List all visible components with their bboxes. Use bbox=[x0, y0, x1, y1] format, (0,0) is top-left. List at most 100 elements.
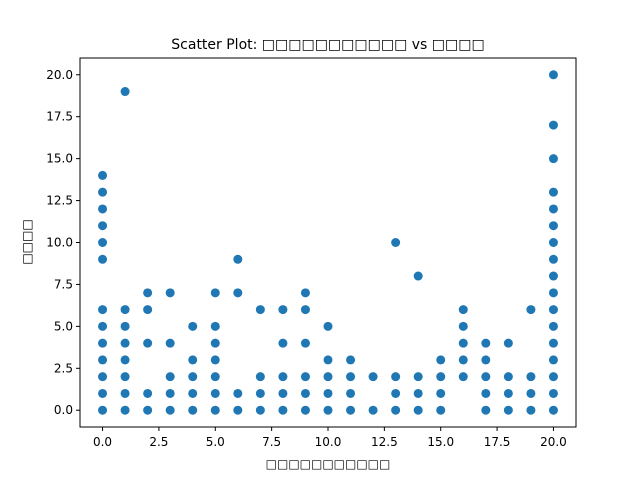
scatter-point bbox=[548, 355, 558, 365]
scatter-point bbox=[233, 388, 243, 398]
scatter-point bbox=[458, 305, 468, 315]
scatter-point bbox=[278, 372, 288, 382]
scatter-point bbox=[98, 204, 108, 214]
x-tick-label: 7.5 bbox=[262, 435, 281, 449]
scatter-point bbox=[458, 355, 468, 365]
scatter-point bbox=[120, 338, 130, 348]
scatter-point bbox=[165, 405, 175, 415]
x-tick-label: 10.0 bbox=[315, 435, 342, 449]
scatter-point bbox=[503, 338, 513, 348]
scatter-point bbox=[391, 372, 401, 382]
y-tick-label: 2.5 bbox=[54, 361, 73, 375]
scatter-point bbox=[503, 405, 513, 415]
scatter-point bbox=[120, 87, 130, 97]
scatter-point bbox=[548, 154, 558, 164]
scatter-point bbox=[188, 372, 198, 382]
scatter-point bbox=[98, 405, 108, 415]
scatter-point bbox=[526, 405, 536, 415]
scatter-point bbox=[98, 187, 108, 197]
scatter-point bbox=[165, 372, 175, 382]
scatter-point bbox=[300, 405, 310, 415]
scatter-point bbox=[526, 305, 536, 315]
x-axis: 0.0 2.5 5.0 7.5 10.0 12.5 15.0 17.5 20.0 bbox=[93, 427, 567, 449]
scatter-point bbox=[210, 321, 220, 331]
scatter-point bbox=[300, 388, 310, 398]
scatter-point bbox=[413, 405, 423, 415]
scatter-point bbox=[323, 321, 333, 331]
scatter-point bbox=[255, 388, 265, 398]
y-tick-label: 7.5 bbox=[54, 277, 73, 291]
scatter-point bbox=[548, 405, 558, 415]
scatter-point bbox=[391, 238, 401, 247]
scatter-point bbox=[98, 170, 108, 180]
scatter-point bbox=[120, 372, 130, 382]
scatter-point bbox=[120, 355, 130, 365]
scatter-point bbox=[98, 305, 108, 315]
scatter-point bbox=[300, 288, 310, 298]
scatter-point bbox=[346, 355, 356, 365]
scatter-point bbox=[323, 388, 333, 398]
y-tick-label: 12.5 bbox=[46, 194, 73, 208]
scatter-point bbox=[548, 187, 558, 197]
scatter-point bbox=[188, 321, 198, 331]
scatter-point bbox=[503, 372, 513, 382]
scatter-point bbox=[188, 355, 198, 365]
scatter-point bbox=[255, 405, 265, 415]
scatter-point bbox=[548, 204, 558, 214]
scatter-point bbox=[323, 355, 333, 365]
scatter-point bbox=[278, 338, 288, 348]
scatter-point bbox=[233, 254, 243, 264]
x-axis-label: □□□□□□□□□□□ bbox=[266, 457, 391, 471]
scatter-point bbox=[120, 321, 130, 331]
x-tick-label: 15.0 bbox=[427, 435, 454, 449]
scatter-point bbox=[165, 288, 175, 298]
scatter-point bbox=[210, 355, 220, 365]
scatter-point bbox=[98, 221, 108, 231]
scatter-point bbox=[323, 372, 333, 382]
scatter-point bbox=[210, 338, 220, 348]
scatter-point bbox=[481, 372, 491, 382]
scatter-point bbox=[165, 388, 175, 398]
y-axis: 0.0 2.5 5.0 7.5 10.0 12.5 15.0 17.5 20.0 bbox=[46, 68, 80, 417]
scatter-point bbox=[548, 221, 558, 231]
scatter-point bbox=[255, 372, 265, 382]
scatter-point bbox=[98, 238, 108, 247]
scatter-point bbox=[548, 288, 558, 298]
scatter-point bbox=[98, 355, 108, 365]
scatter-point bbox=[98, 338, 108, 348]
scatter-point bbox=[210, 288, 220, 298]
scatter-point bbox=[436, 372, 446, 382]
scatter-point bbox=[548, 305, 558, 315]
scatter-point bbox=[143, 405, 153, 415]
scatter-point bbox=[391, 388, 401, 398]
scatter-point bbox=[188, 388, 198, 398]
scatter-point bbox=[346, 388, 356, 398]
x-tick-label: 5.0 bbox=[206, 435, 225, 449]
scatter-point bbox=[413, 388, 423, 398]
scatter-point bbox=[548, 388, 558, 398]
scatter-point bbox=[413, 271, 423, 281]
scatter-point bbox=[548, 70, 558, 80]
scatter-point bbox=[98, 321, 108, 331]
scatter-point bbox=[548, 321, 558, 331]
x-tick-label: 0.0 bbox=[93, 435, 112, 449]
x-tick-label: 12.5 bbox=[371, 435, 398, 449]
scatter-point bbox=[548, 338, 558, 348]
plot-area bbox=[98, 70, 558, 415]
scatter-point bbox=[346, 372, 356, 382]
y-tick-label: 17.5 bbox=[46, 110, 73, 124]
scatter-point bbox=[481, 388, 491, 398]
scatter-point bbox=[233, 405, 243, 415]
y-tick-label: 0.0 bbox=[54, 403, 73, 417]
y-tick-label: 20.0 bbox=[46, 68, 73, 82]
scatter-point bbox=[436, 405, 446, 415]
scatter-point bbox=[458, 338, 468, 348]
scatter-point bbox=[346, 405, 356, 415]
scatter-point bbox=[368, 405, 378, 415]
scatter-point bbox=[526, 388, 536, 398]
scatter-point bbox=[188, 405, 198, 415]
scatter-point bbox=[548, 254, 558, 264]
y-tick-label: 15.0 bbox=[46, 152, 73, 166]
scatter-point bbox=[436, 388, 446, 398]
